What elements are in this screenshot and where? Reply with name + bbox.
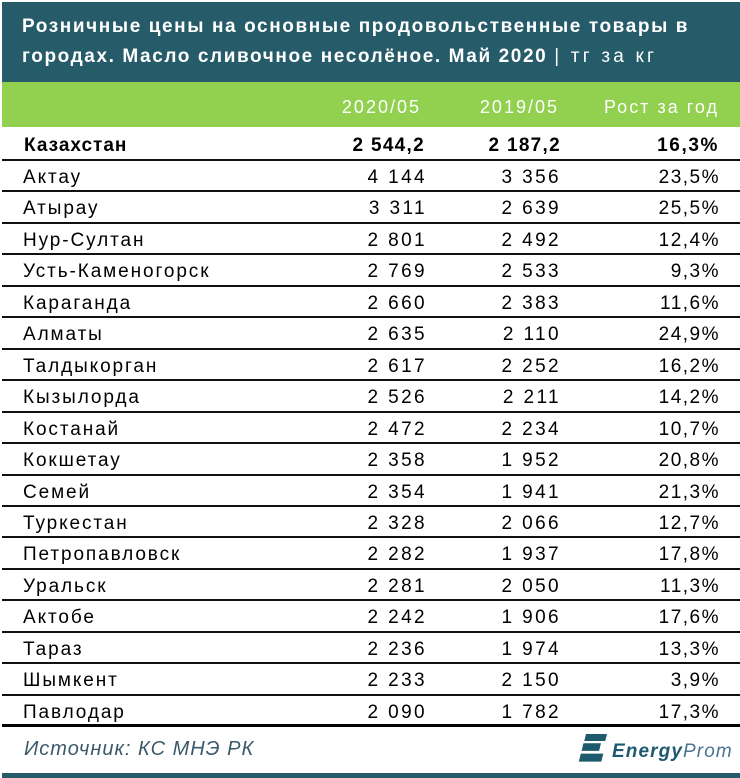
svg-text:EnergyProm: EnergyProm: [612, 741, 733, 762]
